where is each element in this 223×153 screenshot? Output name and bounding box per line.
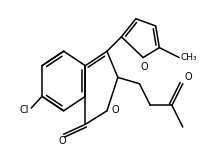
Text: Cl: Cl <box>19 105 29 115</box>
Text: CH₃: CH₃ <box>181 53 198 62</box>
Text: O: O <box>140 62 148 72</box>
Text: O: O <box>58 136 66 146</box>
Text: O: O <box>112 105 119 115</box>
Text: O: O <box>185 72 192 82</box>
